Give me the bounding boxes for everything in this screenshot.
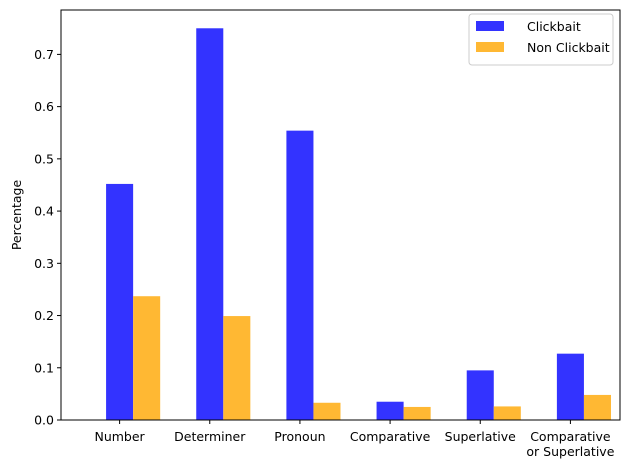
bar-non-clickbait-0 <box>133 296 161 420</box>
x-tick-label: Number <box>94 429 145 444</box>
bar-clickbait-1 <box>196 28 224 421</box>
bar-non-clickbait-5 <box>583 394 611 420</box>
y-tick-label: 0.5 <box>34 151 54 166</box>
y-tick-label: 0.2 <box>34 308 54 323</box>
x-tick-label: Determiner <box>174 429 246 444</box>
y-tick-label: 0.7 <box>34 47 54 62</box>
y-tick-label: 0.4 <box>34 204 54 219</box>
bar-non-clickbait-1 <box>223 316 251 420</box>
y-axis-label: Percentage <box>9 180 24 251</box>
y-tick-label: 0.0 <box>34 413 54 428</box>
x-tick-label: Comparative or Superlative <box>526 429 614 459</box>
bar-clickbait-5 <box>556 353 584 420</box>
bar-clickbait-0 <box>106 183 134 420</box>
y-axis: 0.0 0.1 0.2 0.3 0.4 0.5 0.6 0.7 <box>34 47 61 428</box>
bars-group <box>106 28 611 421</box>
bar-non-clickbait-3 <box>403 406 431 420</box>
x-tick-label: Pronoun <box>274 429 325 444</box>
legend-label: Clickbait <box>527 19 581 34</box>
bar-non-clickbait-2 <box>313 402 341 420</box>
plot-frame <box>60 9 621 421</box>
bar-clickbait-4 <box>466 370 494 420</box>
legend-swatch <box>476 42 504 52</box>
y-tick-label: 0.1 <box>34 360 54 375</box>
x-tick-label: Superlative <box>445 429 517 444</box>
legend-swatch <box>476 21 504 31</box>
y-tick-label: 0.3 <box>34 256 54 271</box>
x-axis: Number Determiner Pronoun Comparative Superl… <box>94 420 615 459</box>
legend-box <box>468 13 614 66</box>
x-tick-label: Comparative <box>350 429 431 444</box>
y-tick-label: 0.6 <box>34 99 54 114</box>
legend: Clickbait Non Clickbait <box>468 13 614 66</box>
bar-clickbait-3 <box>376 401 404 420</box>
bar-non-clickbait-4 <box>493 406 521 420</box>
legend-label: Non Clickbait <box>527 40 610 55</box>
bar-clickbait-2 <box>286 130 314 420</box>
